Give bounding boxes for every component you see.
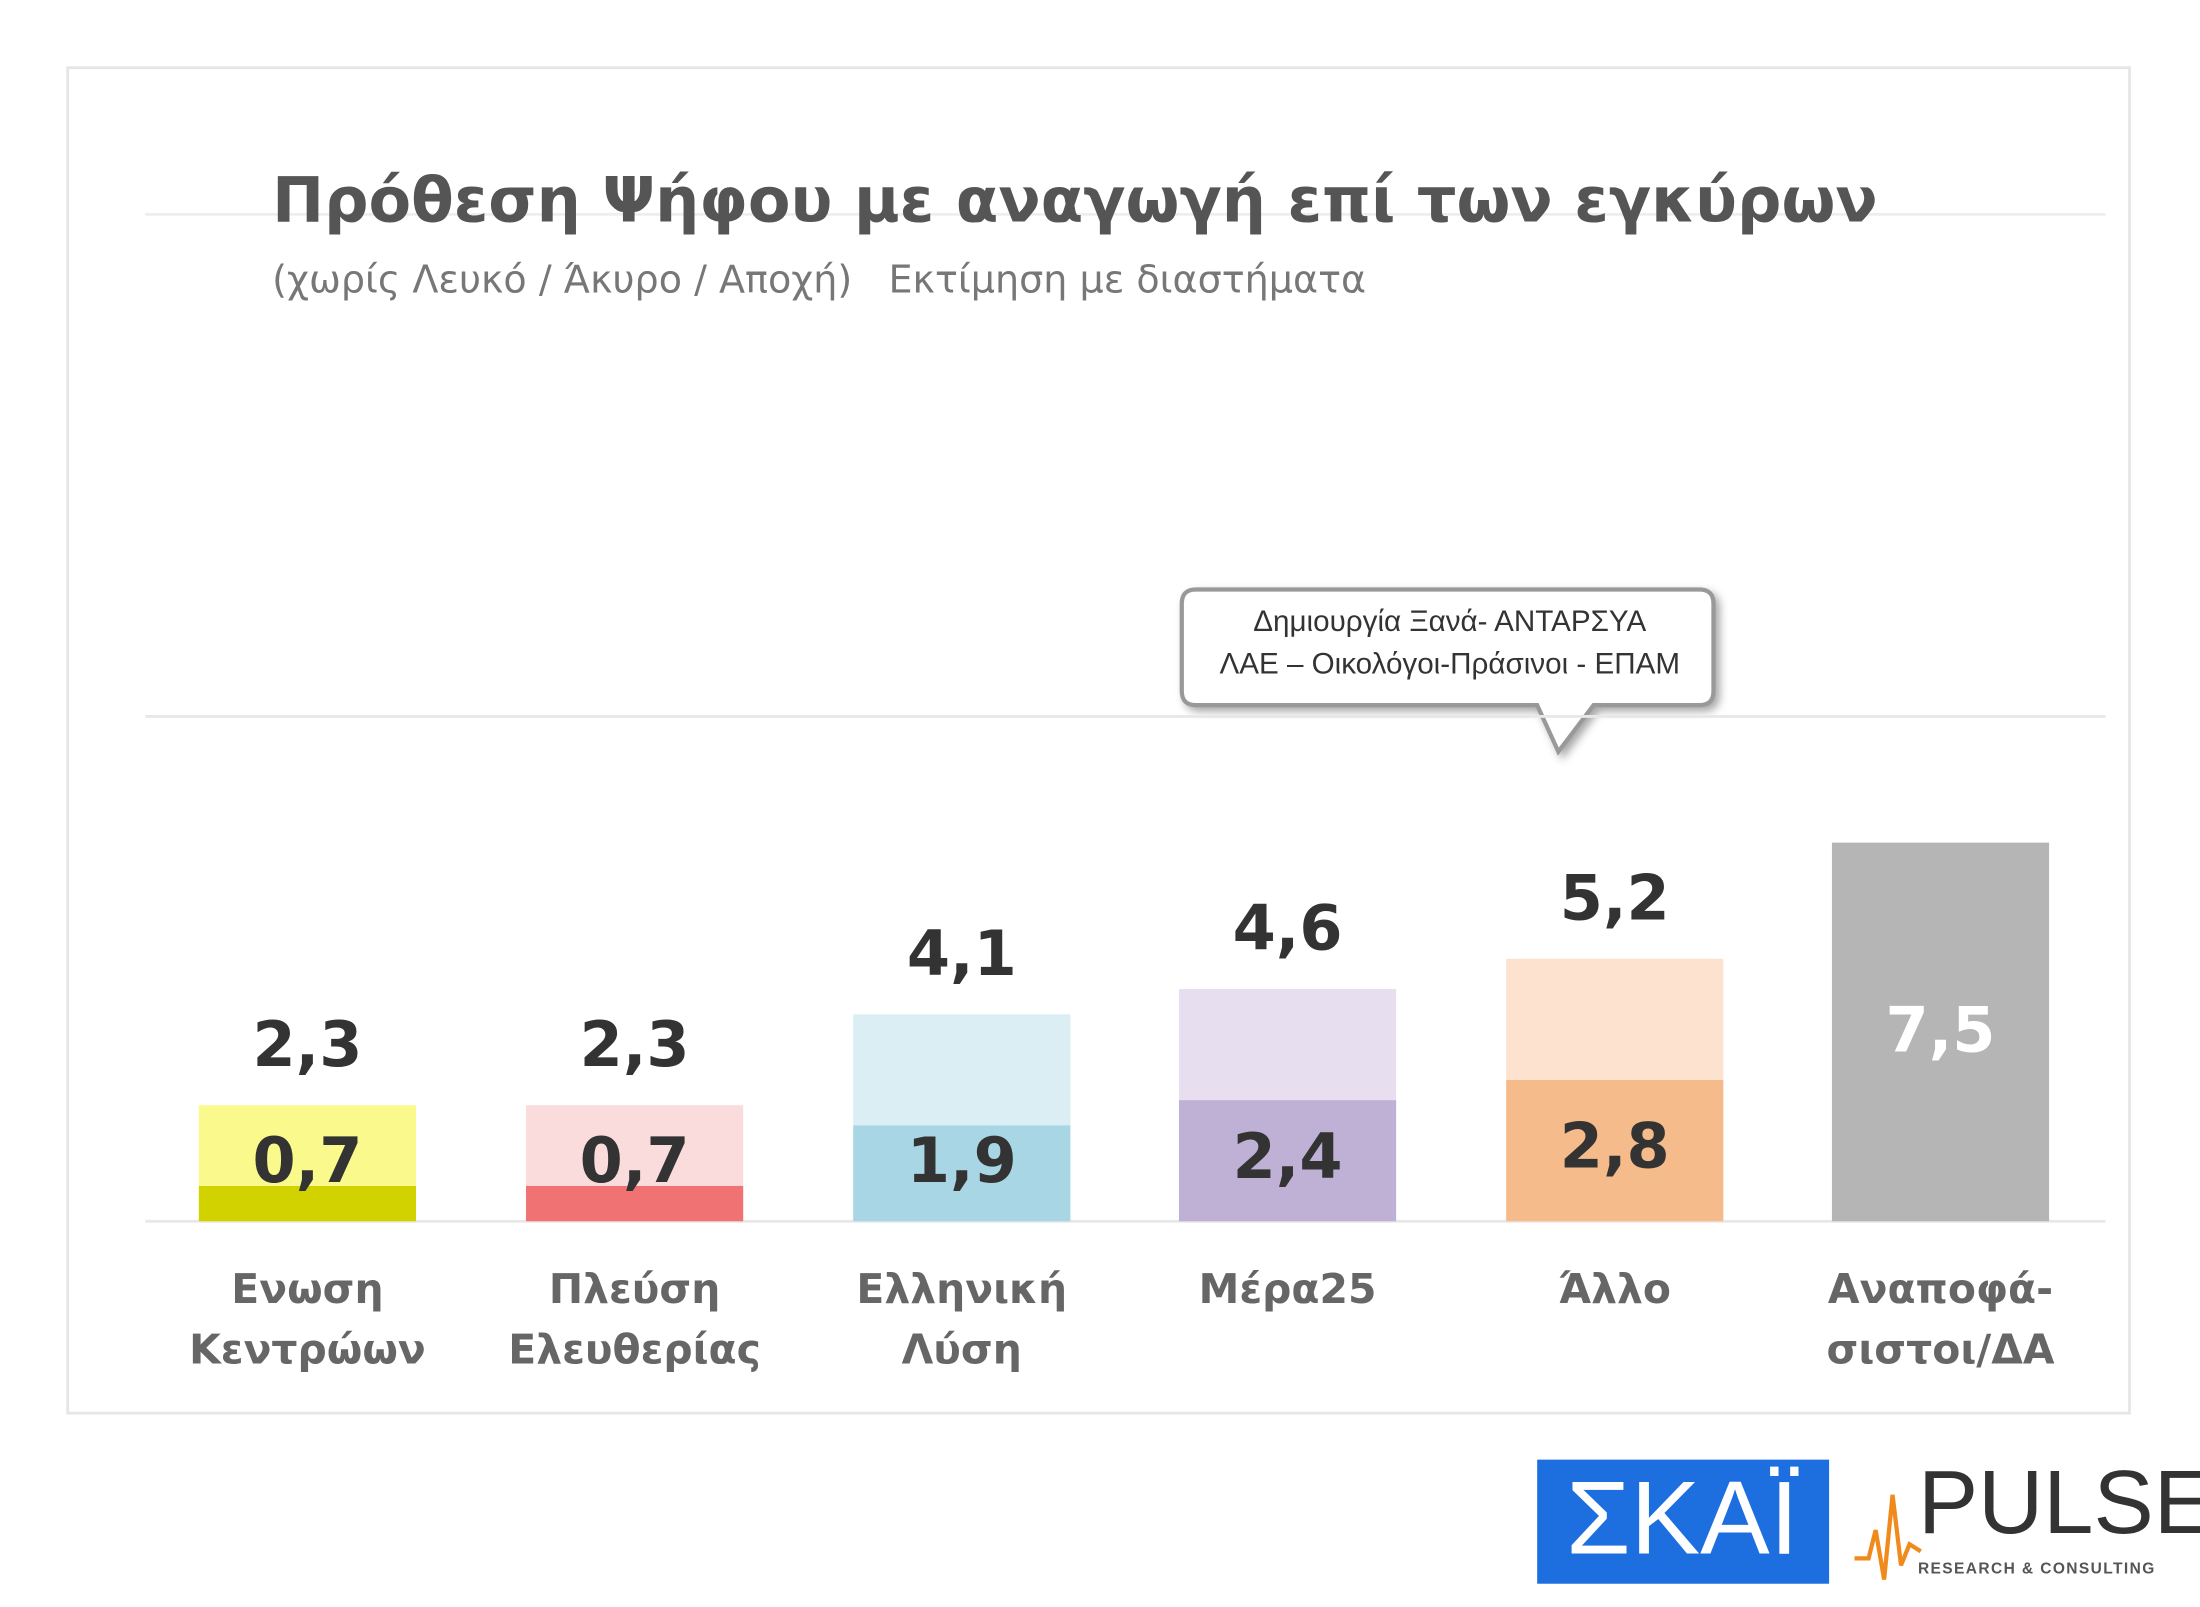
range-bar [853, 1014, 1071, 1126]
low-label: 2,4 [1233, 1120, 1343, 1193]
chart-title: Πρόθεση Ψήφου με αναγωγή επί των εγκύρων [272, 164, 1878, 237]
callout: Δημιουργία Ξανά- ΑΝΤΑΡΣΥΑ ΛΑΕ – Οικολόγο… [1179, 587, 1716, 756]
high-label: 4,1 [907, 917, 1017, 990]
x-tick-label: Μέρα25 [1198, 1265, 1377, 1313]
range-bar [526, 1105, 744, 1186]
callout-line: ΛΑΕ – Οικολόγοι-Πράσινοι - ΕΠΑΜ [1219, 647, 1680, 680]
channel-logo: ΣΚΑΪ [1566, 1460, 1799, 1576]
high-label: 5,2 [1560, 861, 1670, 934]
range-bar [1506, 958, 1724, 1080]
x-tick-label-box: Αναποφά- σιστοι/ΔΑ [1826, 1265, 2055, 1374]
high-label: 2,3 [252, 1008, 362, 1081]
x-tick-label: Ελληνική Λύση [856, 1265, 1068, 1374]
x-tick-label-box: Μέρα25 [1198, 1265, 1377, 1313]
low-bar [1506, 1079, 1724, 1222]
x-tick-label-box: Πλεύση Ελευθερίας [508, 1265, 761, 1374]
x-tick-label-box: Ελληνική Λύση [856, 1265, 1068, 1374]
range-bar [1178, 989, 1397, 1101]
callout-box [1179, 587, 1716, 756]
callout-line: Δημιουργία Ξανά- ΑΝΤΑΡΣΥΑ [1253, 605, 1646, 638]
x-tick-label: Ενωση Κεντρώων [189, 1265, 426, 1374]
low-bar [526, 1185, 744, 1222]
low-label: 1,9 [907, 1124, 1017, 1197]
x-tick-label-box: Άλλο [1558, 1265, 1671, 1313]
low-label: 2,8 [1560, 1110, 1670, 1183]
pollster-logo: PULSE [1918, 1452, 2200, 1553]
bar [1831, 842, 2050, 1222]
x-tick-label: Άλλο [1558, 1265, 1671, 1313]
pollster-tagline: RESEARCH & CONSULTING [1918, 1561, 2156, 1578]
low-bar [198, 1185, 417, 1222]
x-tick-label: Πλεύση Ελευθερίας [508, 1265, 761, 1374]
pollster-mark [1854, 1494, 1922, 1580]
low-label: 0,7 [580, 1124, 690, 1197]
high-label: 4,6 [1233, 892, 1343, 965]
channel-logo-box [1537, 1459, 1830, 1584]
logos: ΣΚΑΪ PULSE RESEARCH & CONSULTING [1537, 1452, 2200, 1584]
low-label: 0,7 [252, 1124, 362, 1197]
chart-subtitle: (χωρίς Λευκό / Άκυρο / Αποχή) Εκτίμηση μ… [272, 258, 1366, 302]
low-bar [853, 1125, 1071, 1222]
value-label: 7,5 [1886, 994, 1996, 1067]
x-tick-label-box: Ενωση Κεντρώων [189, 1265, 426, 1374]
x-tick-label: Αναποφά- σιστοι/ΔΑ [1826, 1265, 2055, 1374]
high-label: 2,3 [580, 1008, 690, 1081]
low-bar [1178, 1100, 1397, 1222]
range-bar [198, 1105, 417, 1186]
